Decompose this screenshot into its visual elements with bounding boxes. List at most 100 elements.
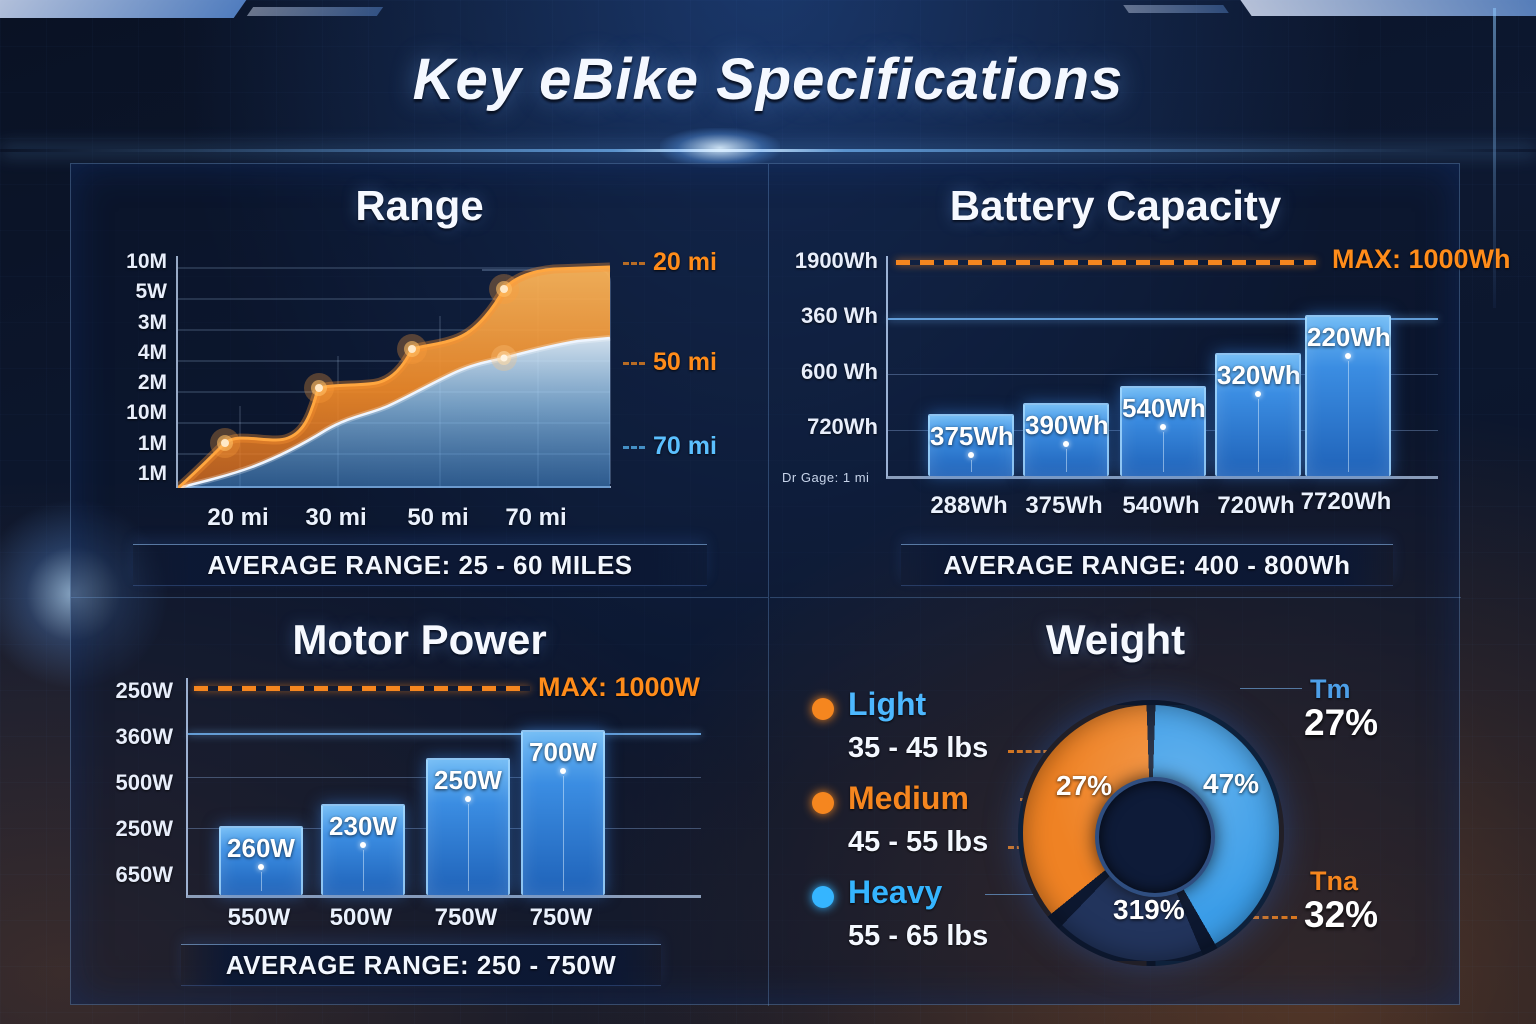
x-tick-label: 550W [227, 904, 291, 931]
range-area-chart [175, 256, 611, 492]
weight-panel: Weight Light 35 - 45 lbs Medium 45 - 55 … [770, 598, 1461, 1006]
callout-tag-top: Tm [1310, 674, 1351, 704]
y-tick-label: 1900Wh [794, 248, 878, 273]
gridline [888, 318, 1438, 320]
glow-data-points [210, 274, 519, 458]
bar-value-label: 250W [434, 765, 502, 796]
y-tick-label: 5W [135, 280, 168, 304]
y-tick-label: 250W [115, 816, 173, 841]
battery-y-axis: 1900Wh 360 Wh 600 Wh 720Wh [778, 248, 878, 440]
battery-footer: AVERAGE RANGE: 400 - 800Wh [901, 544, 1393, 586]
battery-bar: 220Wh [1305, 315, 1391, 476]
y-tick-label: 1M [137, 431, 167, 455]
range-panel-title: Range [355, 182, 484, 229]
battery-bar: 320Wh [1215, 352, 1301, 476]
battery-max-label: MAX: 1000Wh [1332, 244, 1511, 274]
legend-range-light: 35 - 45 lbs [848, 732, 989, 764]
motor-max-label: MAX: 1000W [538, 672, 701, 702]
corner-slash-decoration [1240, 0, 1536, 16]
callout-value-top: 27% [1304, 702, 1379, 743]
range-callout: 50 mi [623, 348, 717, 377]
y-tick-label: 3M [137, 310, 167, 334]
x-tick-label: 375Wh [1025, 492, 1103, 519]
legend-dot-heavy [812, 886, 834, 908]
y-tick-label: 4M [137, 340, 167, 364]
bar-value-label: 700W [529, 737, 597, 768]
range-callout-label: 50 mi [653, 348, 717, 376]
slice-label-light: 27% [1056, 770, 1113, 801]
legend-label-medium: Medium [848, 780, 969, 816]
x-tick-label: 540Wh [1122, 492, 1200, 519]
y-tick-label: 500W [115, 770, 173, 795]
bar-value-label: 375Wh [930, 421, 1014, 452]
motor-bar: 230W [321, 803, 405, 895]
y-tick-label: 250W [115, 678, 173, 703]
x-tick-label: 750W [434, 904, 498, 931]
bar-value-label: 220Wh [1307, 322, 1391, 353]
y-tick-label: 360W [115, 724, 173, 749]
motor-y-axis: 250W 360W 500W 250W 650W [89, 678, 173, 888]
light-flare-decoration [660, 128, 780, 168]
motor-bar-chart: MAX: 1000W 260W 230W 250W 700W [186, 672, 701, 898]
x-tick-label: 288Wh [930, 492, 1008, 519]
range-area-chart-svg [175, 262, 611, 492]
x-tick-label: 30 mi [305, 504, 367, 531]
bar-value-label: 320Wh [1217, 359, 1301, 390]
content-frame: Range 10M 5W 3M 4M 2M 10M 1M 1M [70, 163, 1511, 1006]
legend-range-heavy: 55 - 65 lbs [848, 920, 989, 952]
slice-label-medium: 319% [1113, 894, 1185, 925]
motor-bar: 700W [521, 730, 605, 895]
corner-slash-decoration [1123, 5, 1229, 13]
y-tick-label: 10M [126, 250, 167, 273]
upper-range-line [177, 265, 611, 490]
range-callout: 20 mi [623, 248, 717, 277]
gridline [888, 374, 1438, 375]
bar-value-label: 260W [227, 832, 295, 863]
bar-value-label: 230W [329, 810, 397, 841]
callout-value-bottom: 32% [1304, 894, 1379, 935]
battery-panel-title: Battery Capacity [949, 182, 1282, 229]
range-callouts: 20 mi 50 mi 70 mi [623, 248, 753, 488]
x-tick-label: 750W [529, 904, 593, 931]
battery-bar: 540Wh [1120, 385, 1206, 476]
callout-tag-bottom: Tna [1310, 866, 1359, 896]
range-footer: AVERAGE RANGE: 25 - 60 MILES [133, 544, 707, 586]
legend-label-light: Light [848, 686, 927, 722]
range-y-axis: 10M 5W 3M 4M 2M 10M 1M 1M [85, 250, 167, 486]
x-tick-label: 70 mi [505, 504, 567, 531]
y-tick-label: 720Wh [807, 413, 878, 439]
y-tick-label: 1M [137, 461, 167, 485]
y-tick-label: 2M [137, 371, 167, 395]
weight-panel-title: Weight [1045, 616, 1186, 663]
callout-connector [1215, 916, 1297, 919]
bar-value-label: 540Wh [1122, 392, 1206, 423]
weight-donut-chart [1018, 700, 1284, 966]
range-callout-label: 70 mi [653, 432, 717, 460]
motor-bar: 250W [426, 758, 510, 895]
motor-max-line [194, 686, 530, 691]
y-tick-label: 650W [115, 862, 173, 887]
battery-bar: 375Wh [928, 414, 1014, 476]
x-tick-label: 720Wh [1217, 492, 1295, 519]
x-tick-label: 7720Wh [1300, 488, 1392, 515]
battery-panel: Battery Capacity 1900Wh 360 Wh 600 Wh 72… [770, 164, 1511, 598]
motor-panel-title: Motor Power [292, 616, 547, 663]
x-tick-label: 20 mi [207, 504, 269, 531]
x-tick-label: 50 mi [407, 504, 469, 531]
legend-dot-light [812, 698, 834, 720]
callout-connector [1240, 688, 1302, 689]
battery-bar: 390Wh [1023, 403, 1109, 476]
edge-light-decoration [1493, 8, 1496, 308]
legend-range-medium: 45 - 55 lbs [848, 826, 989, 858]
lower-range-area [178, 338, 610, 488]
range-callout: 70 mi [623, 432, 717, 461]
motor-bar: 260W [219, 825, 303, 895]
battery-max-line [896, 260, 1316, 265]
range-callout-label: 20 mi [653, 248, 717, 276]
upper-range-area [178, 267, 610, 488]
x-tick-label: 500W [329, 904, 393, 931]
slice-label-heavy: 47% [1203, 768, 1260, 799]
battery-bar-chart: MAX: 1000Wh 375Wh 390Wh 540Wh 320Wh 220W… [886, 244, 1511, 479]
corner-slash-decoration [0, 0, 247, 18]
